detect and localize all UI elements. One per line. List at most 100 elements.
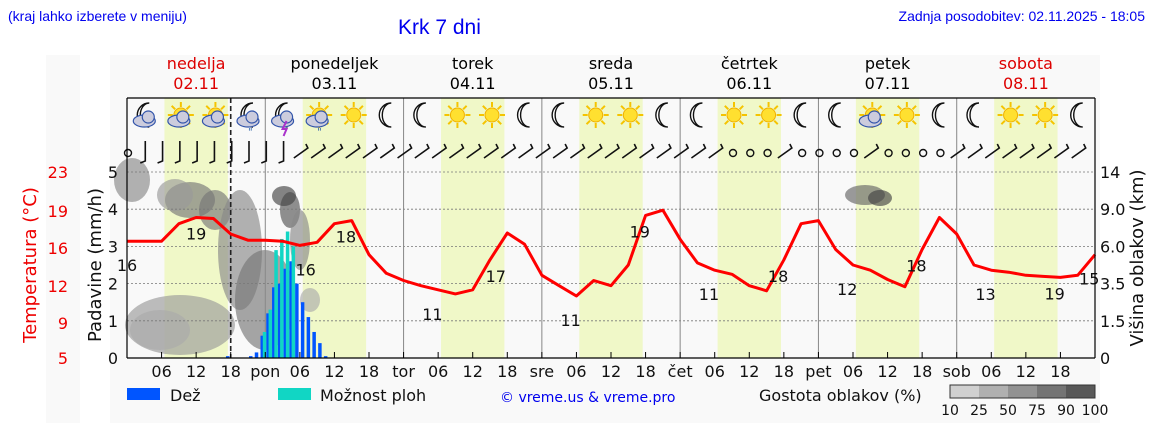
x-tick-label: 06 xyxy=(705,362,725,381)
wind-barb-icon xyxy=(345,143,361,159)
x-tick-label: 06 xyxy=(151,362,171,381)
precip-tick-label: 3 xyxy=(108,237,118,256)
wind-barb-icon xyxy=(1071,143,1087,159)
moon-icon xyxy=(516,102,530,128)
wind-barb-icon xyxy=(431,143,448,159)
sun-icon xyxy=(340,102,367,128)
wind-barb-icon xyxy=(849,148,859,158)
wind-barb-icon xyxy=(901,148,911,158)
wind-barb-icon xyxy=(243,141,250,164)
moon-cloud-rain-icon: " xyxy=(236,102,260,138)
x-tick-label: 18 xyxy=(1050,362,1070,381)
temperature-label: 19 xyxy=(630,222,650,241)
x-tick-label: 18 xyxy=(221,362,241,381)
day-date: 04.11 xyxy=(450,74,496,93)
cloud-density-blob xyxy=(300,288,320,312)
rain-legend-label: Dež xyxy=(170,386,201,405)
cloud-height-tick-label: 9.0 xyxy=(1100,200,1125,219)
wind-barb-icon xyxy=(918,148,928,158)
temp-tick-label: 23 xyxy=(48,163,68,182)
temperature-label: 11 xyxy=(560,311,580,330)
svg-text:": " xyxy=(317,127,322,138)
wind-barb-icon xyxy=(728,148,738,158)
moon-icon xyxy=(413,102,426,128)
sun-icon xyxy=(997,102,1024,128)
day-date: 03.11 xyxy=(312,74,358,93)
x-tick-label: 06 xyxy=(428,362,448,381)
day-date: 05.11 xyxy=(588,74,634,93)
wind-barb-icon xyxy=(310,143,327,159)
showers-bar xyxy=(280,238,284,358)
precip-tick-label: 4 xyxy=(108,200,118,219)
x-tick-label: 06 xyxy=(843,362,863,381)
rain-bar xyxy=(249,356,253,358)
temp-tick-label: 5 xyxy=(58,349,68,368)
wind-barb-icon xyxy=(639,143,655,159)
sun-cloud-icon xyxy=(201,102,229,128)
sun-icon xyxy=(617,102,644,128)
temperature-label: 19 xyxy=(1044,284,1064,303)
wind-barb-icon xyxy=(832,148,841,158)
x-tick-label: 12 xyxy=(186,362,206,381)
x-tick-label: 12 xyxy=(463,362,483,381)
sun-icon xyxy=(721,102,747,128)
x-tick-label: 18 xyxy=(912,362,932,381)
moon-icon xyxy=(966,102,980,128)
wind-barb-icon xyxy=(1002,143,1018,159)
day-name: četrtek xyxy=(721,54,779,73)
cloud-density-swatch xyxy=(1066,385,1095,398)
showers-bar xyxy=(285,231,290,358)
cloud-density-swatch xyxy=(1037,385,1066,398)
daytime-band xyxy=(855,98,920,358)
showers-legend-swatch xyxy=(278,388,311,400)
cloud-density-blob xyxy=(130,310,190,350)
wind-barb-icon xyxy=(797,148,807,158)
rain-legend-swatch xyxy=(127,388,160,400)
showers-legend-label: Možnost ploh xyxy=(320,386,426,405)
x-tick-label: tor xyxy=(392,362,415,381)
wind-barb-icon xyxy=(379,143,396,159)
temperature-label: 18 xyxy=(906,257,926,276)
wind-barb-icon xyxy=(656,143,672,159)
rain-bar xyxy=(254,352,259,358)
wind-barb-icon xyxy=(777,143,793,159)
wind-barb-icon xyxy=(604,143,621,159)
wind-barb-icon xyxy=(226,141,233,164)
wind-barb-icon xyxy=(500,143,517,159)
x-tick-label: 12 xyxy=(324,362,344,381)
wind-barb-icon xyxy=(621,143,638,159)
moon-cloud-thunder-icon xyxy=(270,102,295,137)
wind-barb-icon xyxy=(397,143,413,159)
wind-barb-icon xyxy=(260,141,268,164)
daytime-band xyxy=(717,98,781,358)
x-tick-label: 12 xyxy=(877,362,897,381)
x-tick-label: čet xyxy=(668,362,693,381)
day-date: 08.11 xyxy=(1003,74,1049,93)
wind-barb-icon xyxy=(123,148,133,158)
sun-cloud-rain-icon: " xyxy=(305,102,333,138)
temperature-label: 12 xyxy=(837,280,857,299)
sun-icon xyxy=(582,102,609,128)
sun-icon xyxy=(755,102,782,128)
rain-bar xyxy=(312,331,316,358)
rain-bar xyxy=(289,261,293,358)
x-tick-label: 06 xyxy=(290,362,310,381)
wind-barb-icon xyxy=(278,141,285,164)
temperature-label: 16 xyxy=(295,260,315,279)
x-tick-label: 18 xyxy=(635,362,655,381)
wind-barb-icon xyxy=(535,143,551,159)
rain-bar xyxy=(323,356,328,358)
wind-barb-icon xyxy=(967,143,984,159)
rain-bar xyxy=(260,335,265,358)
day-date: 07.11 xyxy=(865,74,911,93)
wind-barb-icon xyxy=(139,141,147,164)
page-title: Krk 7 dni xyxy=(398,16,481,39)
region-hint: (kraj lahko izberete v meniju) xyxy=(8,8,187,24)
wind-barb-icon xyxy=(174,141,181,164)
cloud-density-tick-label: 50 xyxy=(999,403,1017,419)
wind-barb-icon xyxy=(815,148,824,158)
wind-barb-icon xyxy=(950,143,966,159)
wind-barb-icon xyxy=(414,143,430,159)
cloud-height-tick-label: 6.0 xyxy=(1100,237,1125,256)
